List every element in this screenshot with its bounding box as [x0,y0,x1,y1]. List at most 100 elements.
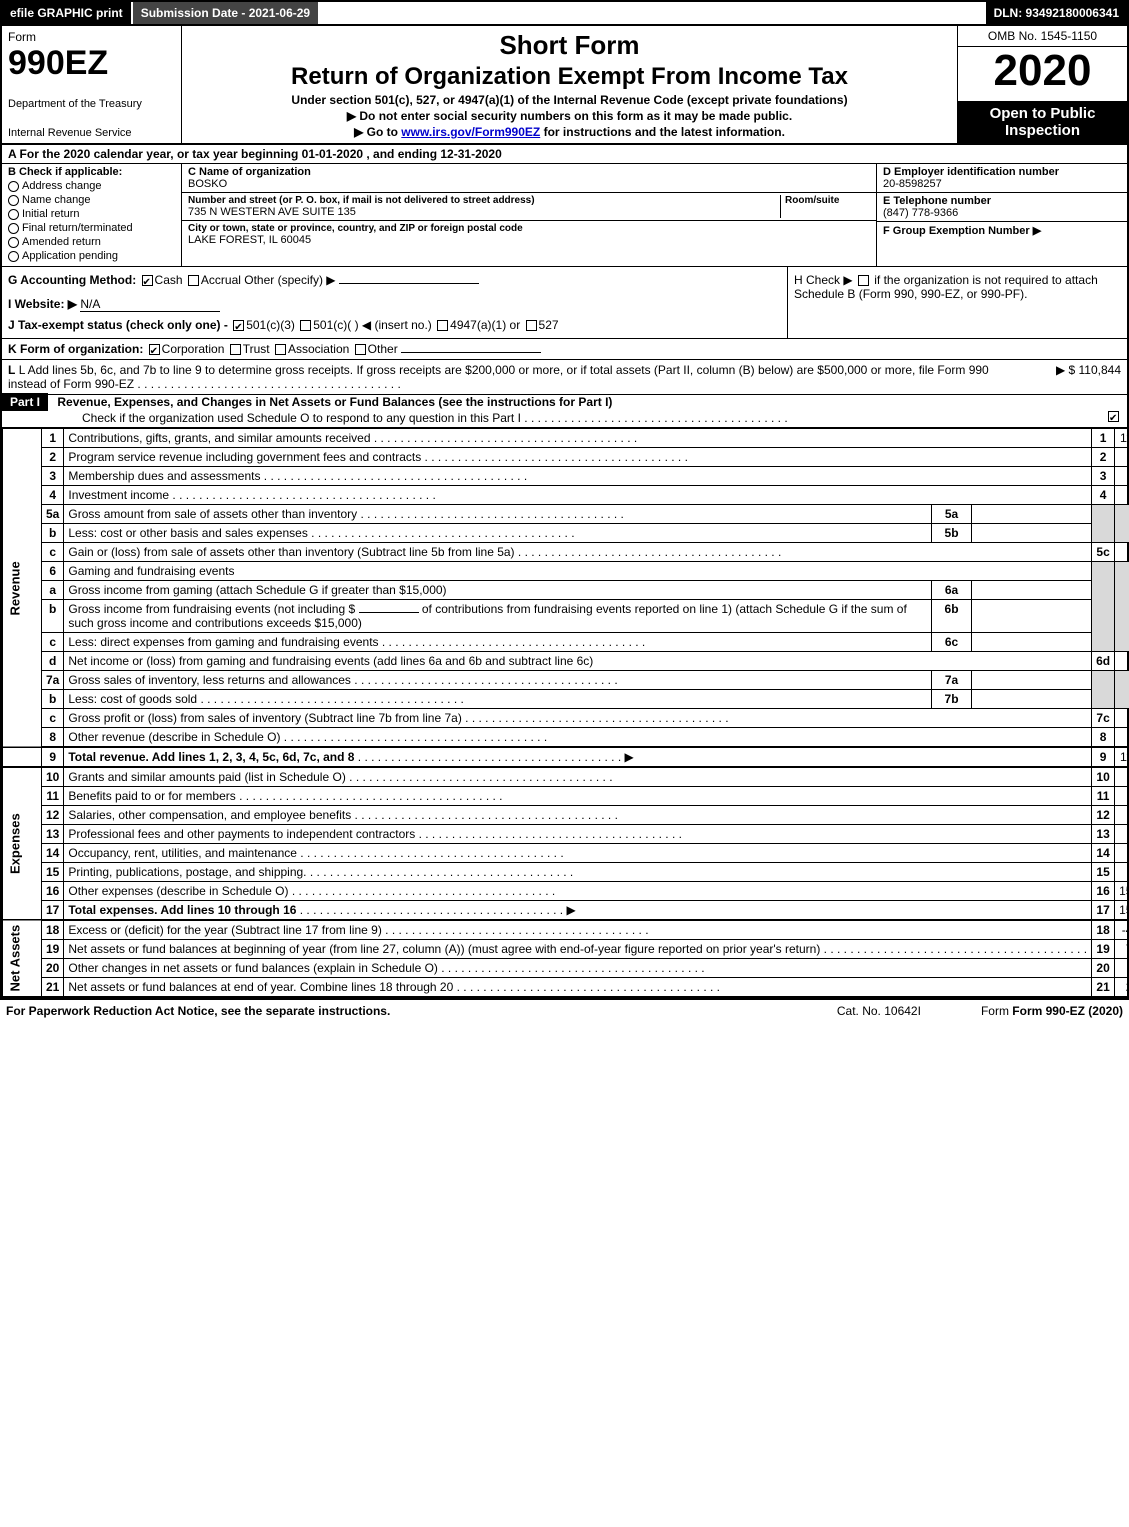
header-right: OMB No. 1545-1150 2020 Open to Public In… [957,26,1127,143]
room-label: Room/suite [785,195,870,206]
line-21-desc: Net assets or fund balances at end of ye… [64,978,1092,997]
line-6d-amt [1115,652,1129,671]
row-BCDEF: B Check if applicable: Address change Na… [2,164,1127,267]
chk-final-return[interactable]: Final return/terminated [8,222,175,234]
line-14-amt [1115,844,1129,863]
line-21-n: 21 [1092,978,1115,997]
chk-label: Amended return [22,236,101,248]
C-city-label: City or town, state or province, country… [188,223,870,234]
F-label: F Group Exemption Number ▶ [883,224,1121,237]
omb-number: OMB No. 1545-1150 [958,26,1127,47]
org-city: LAKE FOREST, IL 60045 [188,234,870,246]
line-10-n: 10 [1092,767,1115,787]
line-6a-mval [972,581,1092,600]
line-16-desc: Other expenses (describe in Schedule O) [64,882,1092,901]
line-7c-desc: Gross profit or (loss) from sales of inv… [64,709,1092,728]
k-other-input[interactable] [401,352,541,353]
line-6d-n: 6d [1092,652,1115,671]
line-4-amt [1115,486,1129,505]
line-7b-desc: Less: cost of goods sold [64,690,932,709]
org-address: 735 N WESTERN AVE SUITE 135 [188,206,780,218]
line-19-n: 19 [1092,940,1115,959]
line-14-desc: Occupancy, rent, utilities, and maintena… [64,844,1092,863]
irs-link[interactable]: www.irs.gov/Form990EZ [401,125,540,139]
line-6b-m: 6b [932,600,972,633]
D-label: D Employer identification number [883,166,1121,178]
dept-label: Department of the Treasury [8,98,175,110]
line-5c-amt [1115,543,1129,562]
k-opt: Other [368,342,398,356]
chk-501c[interactable] [300,320,311,331]
line-16-n: 16 [1092,882,1115,901]
line-9-n: 9 [1092,747,1115,767]
line-6-desc: Gaming and fundraising events [64,562,1092,581]
line-6c-m: 6c [932,633,972,652]
chk-4947[interactable] [437,320,448,331]
chk-trust[interactable] [230,344,241,355]
line-7a-mval [972,671,1092,690]
line-3-desc: Membership dues and assessments [64,467,1092,486]
line-10-amt [1115,767,1129,787]
line-6b-desc: Gross income from fundraising events (no… [64,600,932,633]
chk-assoc[interactable] [275,344,286,355]
top-bar: efile GRAPHIC print Submission Date - 20… [0,0,1129,26]
org-name: BOSKO [188,178,870,190]
section-expenses: Expenses [3,767,42,920]
title-return: Return of Organization Exempt From Incom… [291,63,848,91]
line-13-n: 13 [1092,825,1115,844]
chk-address-change[interactable]: Address change [8,180,175,192]
chk-initial-return[interactable]: Initial return [8,208,175,220]
line-7a-m: 7a [932,671,972,690]
chk-label: Application pending [22,250,118,262]
line-2-n: 2 [1092,448,1115,467]
chk-501c3[interactable] [233,320,244,331]
part-I-header-row: Part I Revenue, Expenses, and Changes in… [2,395,1127,428]
chk-label: Name change [22,194,91,206]
page-footer: For Paperwork Reduction Act Notice, see … [0,999,1129,1022]
chk-schedule-o[interactable] [1108,411,1119,422]
line-2-amt [1115,448,1129,467]
chk-amended-return[interactable]: Amended return [8,236,175,248]
form-word: Form [8,30,175,44]
line-1-n: 1 [1092,429,1115,448]
section-netassets: Net Assets [3,920,42,997]
line-8-n: 8 [1092,728,1115,748]
chk-527[interactable] [526,320,537,331]
line-6a-m: 6a [932,581,972,600]
note-link: ▶ Go to www.irs.gov/Form990EZ for instru… [354,125,785,139]
chk-other-org[interactable] [355,344,366,355]
efile-label[interactable]: efile GRAPHIC print [2,2,131,24]
line-9-desc: Total revenue. Add lines 1, 2, 3, 4, 5c,… [64,747,1092,767]
line-5b-desc: Less: cost or other basis and sales expe… [64,524,932,543]
chk-corp[interactable] [149,344,160,355]
row-GH: G Accounting Method: Cash Accrual Other … [2,267,1127,339]
line-15-desc: Printing, publications, postage, and shi… [64,863,1092,882]
line-5a-desc: Gross amount from sale of assets other t… [64,505,932,524]
line-6b-input[interactable] [359,612,419,613]
irs-label: Internal Revenue Service [8,127,175,139]
form-container: Form 990EZ Department of the Treasury In… [0,26,1129,999]
chk-accrual[interactable] [188,275,199,286]
k-opt: Corporation [162,342,225,356]
note-link-post: for instructions and the latest informat… [544,125,785,139]
chk-name-change[interactable]: Name change [8,194,175,206]
note-link-pre: ▶ Go to [354,125,401,139]
other-input[interactable] [339,283,479,284]
chk-application-pending[interactable]: Application pending [8,250,175,262]
line-12-amt [1115,806,1129,825]
chk-H[interactable] [858,275,869,286]
line-4-desc: Investment income [64,486,1092,505]
note-ssn: ▶ Do not enter social security numbers o… [347,109,792,123]
line-7b-m: 7b [932,690,972,709]
row-L: L L Add lines 5b, 6c, and 7b to line 9 t… [2,360,1127,395]
line-6c-mval [972,633,1092,652]
ein: 20-8598257 [883,178,1121,190]
line-7c-n: 7c [1092,709,1115,728]
chk-label: Address change [22,180,102,192]
section-revenue: Revenue [3,429,42,748]
chk-cash[interactable] [142,275,153,286]
cash-label: Cash [155,273,183,287]
line-4-n: 4 [1092,486,1115,505]
J-label: J Tax-exempt status (check only one) - [8,318,228,332]
line-19-desc: Net assets or fund balances at beginning… [64,940,1092,959]
